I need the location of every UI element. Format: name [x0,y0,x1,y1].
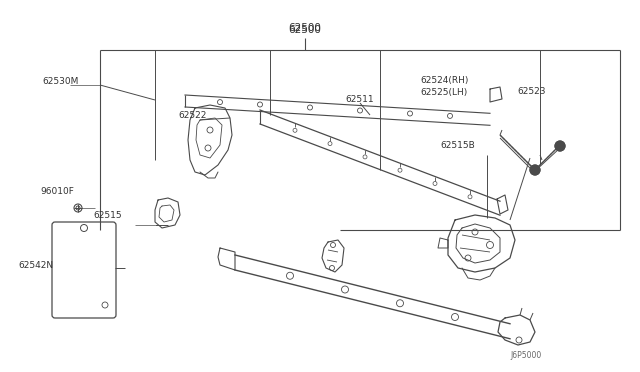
Text: 62542N: 62542N [18,260,53,269]
Text: 62515B: 62515B [440,141,475,150]
Text: 62522: 62522 [178,110,206,119]
Text: 62500: 62500 [289,23,321,33]
Text: 62500: 62500 [289,25,321,35]
Circle shape [530,165,540,175]
Text: J6P5000: J6P5000 [510,350,541,359]
Circle shape [555,141,565,151]
Text: 62524(RH): 62524(RH) [420,76,468,84]
Text: 62515: 62515 [93,211,122,219]
Text: 62523: 62523 [517,87,545,96]
Text: 62511: 62511 [345,96,374,105]
Text: 62525(LH): 62525(LH) [420,87,467,96]
Text: 96010F: 96010F [40,187,74,196]
Text: 62530M: 62530M [42,77,78,87]
